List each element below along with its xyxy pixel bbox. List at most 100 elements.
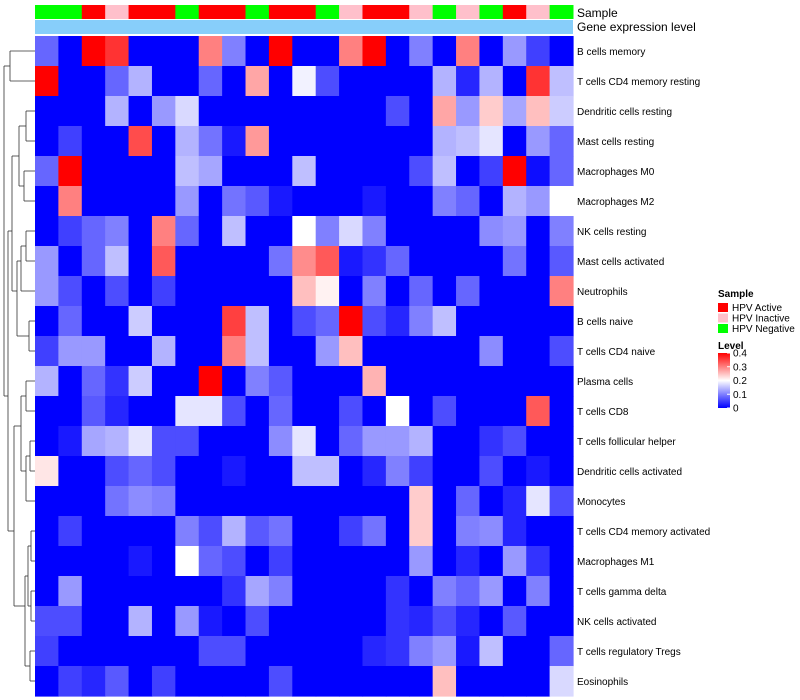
- heatmap-cell: [479, 666, 504, 697]
- heatmap-cell: [151, 276, 176, 307]
- row-label: NK cells activated: [577, 617, 656, 628]
- heatmap-cell: [502, 606, 527, 637]
- heatmap-cell: [245, 246, 270, 277]
- heatmap-cell: [245, 66, 270, 97]
- heatmap-cell: [35, 216, 59, 247]
- sample-annotation-cell: [222, 5, 247, 19]
- sample-annotation-cell: [151, 5, 176, 19]
- heatmap-cell: [58, 486, 83, 517]
- sample-legend-swatch: [718, 324, 728, 333]
- heatmap-cell: [549, 606, 574, 637]
- heatmap-cell: [105, 216, 130, 247]
- heatmap-cell: [292, 576, 317, 607]
- heatmap-cell: [385, 606, 410, 637]
- heatmap-cell: [198, 246, 223, 277]
- heatmap-cell: [151, 186, 176, 217]
- heatmap-cell: [315, 96, 340, 127]
- heatmap-cell: [105, 486, 130, 517]
- heatmap-cell: [222, 456, 247, 487]
- heatmap-cell: [292, 246, 317, 277]
- heatmap-cell: [292, 216, 317, 247]
- heatmap-cell: [175, 186, 200, 217]
- heatmap-cell: [526, 186, 551, 217]
- heatmap-cell: [245, 216, 270, 247]
- heatmap-cell: [128, 576, 153, 607]
- heatmap-cell: [151, 216, 176, 247]
- heatmap-cell: [81, 456, 106, 487]
- heatmap-cell: [432, 666, 457, 697]
- heatmap-cell: [245, 636, 270, 667]
- heatmap-cell: [549, 636, 574, 667]
- sample-annotation-cell: [58, 5, 83, 19]
- heatmap-cell: [268, 636, 293, 667]
- level-tick-label: 0.1: [733, 390, 747, 401]
- heatmap-cell: [35, 36, 59, 67]
- heatmap-cell: [479, 306, 504, 337]
- heatmap-cell: [35, 276, 59, 307]
- sample-legend-label: HPV Negative: [732, 324, 795, 335]
- heatmap-cell: [432, 396, 457, 427]
- heatmap-cell: [502, 126, 527, 157]
- heatmap-cell: [502, 276, 527, 307]
- heatmap-cell: [502, 636, 527, 667]
- heatmap-cell: [245, 516, 270, 547]
- heatmap-cell: [58, 576, 83, 607]
- heatmap-cell: [339, 546, 364, 577]
- heatmap-cell: [549, 576, 574, 607]
- heatmap-cell: [409, 426, 434, 457]
- heatmap-cell: [268, 66, 293, 97]
- heatmap-cell: [198, 66, 223, 97]
- heatmap-cell: [245, 606, 270, 637]
- heatmap-cell: [456, 336, 481, 367]
- heatmap-cell: [362, 486, 387, 517]
- heatmap-cell: [292, 156, 317, 187]
- heatmap-cell: [175, 486, 200, 517]
- heatmap-cell: [151, 156, 176, 187]
- heatmap-cell: [198, 666, 223, 697]
- heatmap-cell: [292, 96, 317, 127]
- heatmap-cell: [432, 336, 457, 367]
- level-tick-label: 0: [733, 404, 739, 415]
- heatmap-cell: [151, 126, 176, 157]
- heatmap-cell: [339, 66, 364, 97]
- heatmap-cell: [128, 426, 153, 457]
- heatmap-cell: [268, 96, 293, 127]
- sample-annotation-cell: [35, 5, 59, 19]
- heatmap-cell: [479, 186, 504, 217]
- sample-annotation-cell: [245, 5, 270, 19]
- heatmap-cell: [175, 606, 200, 637]
- heatmap-cell: [81, 156, 106, 187]
- heatmap-cell: [58, 426, 83, 457]
- heatmap-cell: [479, 66, 504, 97]
- heatmap-cell: [526, 456, 551, 487]
- heatmap-cell: [456, 456, 481, 487]
- heatmap-cell: [198, 276, 223, 307]
- heatmap-cell: [81, 186, 106, 217]
- heatmap-cell: [58, 396, 83, 427]
- heatmap-cell: [526, 216, 551, 247]
- heatmap-cell: [81, 36, 106, 67]
- heatmap-cell: [432, 156, 457, 187]
- heatmap-cell: [268, 276, 293, 307]
- heatmap-cell: [151, 66, 176, 97]
- row-label: Macrophages M1: [577, 557, 655, 568]
- heatmap-cell: [105, 456, 130, 487]
- heatmap-cell: [198, 366, 223, 397]
- heatmap-cell: [245, 396, 270, 427]
- heatmap-cell: [81, 546, 106, 577]
- heatmap-cell: [35, 486, 59, 517]
- heatmap-cell: [315, 276, 340, 307]
- heatmap-cell: [222, 576, 247, 607]
- heatmap-cell: [222, 66, 247, 97]
- heatmap-cell: [292, 306, 317, 337]
- heatmap-cell: [268, 606, 293, 637]
- heatmap-cell: [315, 156, 340, 187]
- heatmap-cell: [105, 366, 130, 397]
- heatmap-cell: [35, 396, 59, 427]
- heatmap-cell: [526, 606, 551, 637]
- heatmap-cells: [35, 36, 574, 697]
- heatmap-cell: [268, 396, 293, 427]
- heatmap-cell: [35, 456, 59, 487]
- heatmap-cell: [175, 336, 200, 367]
- heatmap-cell: [81, 486, 106, 517]
